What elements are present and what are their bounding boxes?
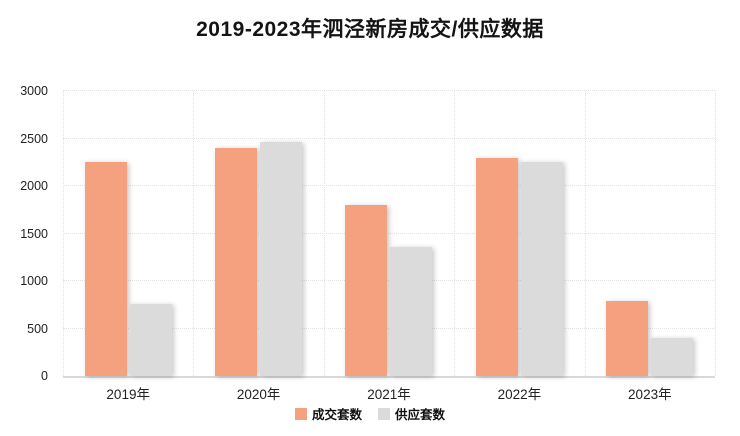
bar-供应套数-2023年[interactable]	[651, 338, 694, 376]
x-axis: 2019年 2020年 2021年 2022年 2023年	[63, 383, 715, 403]
horizontal-gridline	[63, 137, 715, 139]
bar-group-2021年	[324, 91, 454, 376]
bar-成交套数-2019年[interactable]	[84, 162, 127, 376]
vertical-gridline	[454, 91, 456, 376]
x-tick-label: 2020年	[236, 387, 281, 402]
chart-title: 2019-2023年泗泾新房成交/供应数据	[196, 18, 544, 41]
legend: 成交套数 供应套数	[0, 404, 740, 423]
x-tick-label: 2021年	[367, 387, 411, 402]
bar-group-2023年	[585, 91, 715, 376]
horizontal-gridline	[63, 185, 715, 186]
bar-成交套数-2022年[interactable]	[475, 157, 518, 376]
y-tick-label: 0	[41, 369, 48, 383]
y-tick-label: 2500	[20, 131, 48, 146]
legend-item-供应套数[interactable]: 供应套数	[378, 404, 445, 423]
legend-swatch-icon	[378, 407, 390, 420]
bar-供应套数-2019年[interactable]	[129, 303, 172, 376]
bar-group-2020年	[193, 91, 323, 376]
y-tick-label: 1000	[20, 274, 48, 288]
legend-label: 供应套数	[395, 408, 446, 422]
bar-group-2022年	[454, 91, 584, 376]
bar-供应套数-2020年[interactable]	[260, 142, 303, 376]
legend-item-成交套数[interactable]: 成交套数	[294, 404, 362, 423]
horizontal-gridline	[63, 90, 715, 91]
x-tick-label: 2022年	[497, 387, 542, 402]
vertical-gridline	[323, 91, 325, 376]
vertical-gridline	[584, 91, 586, 376]
vertical-gridline	[63, 91, 64, 376]
y-tick-label: 2000	[20, 179, 48, 193]
horizontal-gridline	[63, 232, 715, 234]
x-tick-label: 2023年	[628, 387, 672, 402]
y-axis: 0 500 1000 1500 2000 2500 3000	[0, 84, 48, 383]
bar-供应套数-2021年[interactable]	[390, 246, 433, 376]
plot-area	[63, 90, 716, 378]
y-tick-label: 1500	[20, 226, 48, 241]
legend-label: 成交套数	[311, 408, 362, 422]
bar-供应套数-2022年[interactable]	[520, 162, 563, 376]
bar-成交套数-2023年[interactable]	[606, 300, 649, 376]
bar-group-2019年	[63, 91, 193, 376]
y-tick-label: 3000	[20, 84, 48, 98]
bar-成交套数-2020年[interactable]	[215, 148, 258, 376]
y-tick-label: 500	[27, 321, 48, 336]
bar-成交套数-2021年[interactable]	[345, 205, 388, 376]
horizontal-gridline	[63, 280, 715, 281]
horizontal-gridline	[63, 327, 715, 329]
vertical-gridline	[715, 91, 716, 376]
vertical-gridline	[193, 91, 195, 376]
x-tick-label: 2019年	[106, 387, 150, 402]
legend-swatch-icon	[294, 407, 307, 420]
